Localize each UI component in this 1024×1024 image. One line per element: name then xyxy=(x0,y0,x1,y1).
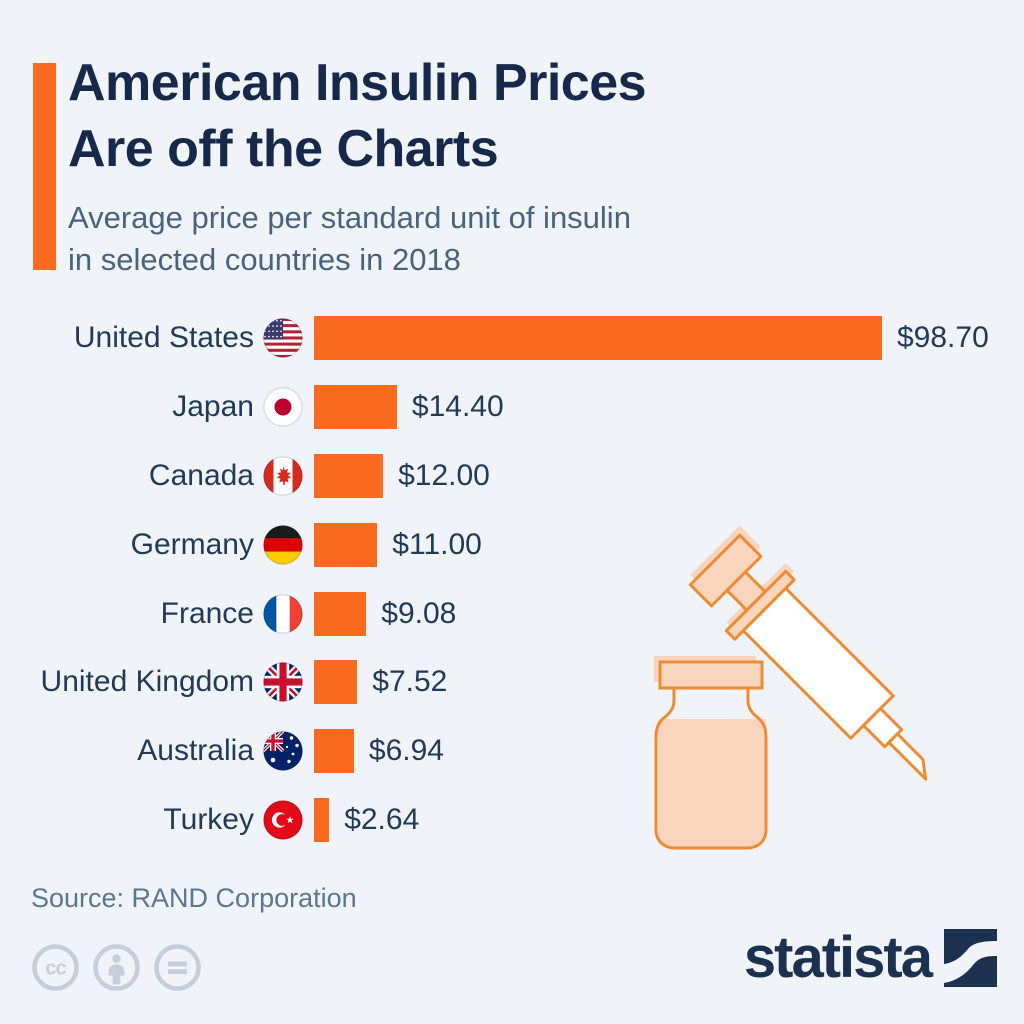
no-derivatives-icon xyxy=(154,944,201,991)
country-label: Australia xyxy=(137,734,254,768)
tr-flag-icon xyxy=(263,800,303,840)
price-bar xyxy=(314,316,882,361)
vial-icon xyxy=(654,656,768,850)
chart-row: Japan $14.40 xyxy=(0,373,1024,442)
title-accent-bar xyxy=(33,63,56,270)
price-bar xyxy=(314,591,367,636)
chart-row: France $9.08 xyxy=(0,579,1024,648)
chart-row: Canada $12.00 xyxy=(0,442,1024,511)
license-icons: cc xyxy=(31,943,202,992)
attribution-icon xyxy=(93,944,140,991)
source-note: Source: RAND Corporation xyxy=(31,883,357,913)
us-flag-icon xyxy=(263,318,303,359)
price-bar xyxy=(314,385,397,430)
price-bar xyxy=(314,660,358,705)
statista-brand: statista xyxy=(744,929,997,987)
au-flag-icon xyxy=(263,731,303,771)
chart-row: United Kingdom $7.52 xyxy=(0,648,1024,717)
gb-flag-icon xyxy=(263,662,303,703)
price-bar xyxy=(314,729,354,774)
price-value: $98.70 xyxy=(897,321,989,355)
price-value: $7.52 xyxy=(372,665,448,699)
country-label: United Kingdom xyxy=(40,665,254,699)
country-label: Germany xyxy=(130,527,254,561)
svg-text:cc: cc xyxy=(45,958,66,980)
price-value: $14.40 xyxy=(411,390,504,424)
country-label: France xyxy=(160,596,254,630)
price-value: $2.64 xyxy=(344,802,420,836)
subtitle-line-1: Average price per standard unit of insul… xyxy=(68,200,631,235)
price-bar xyxy=(314,453,384,498)
price-value: $12.00 xyxy=(398,458,490,492)
chart-row: Germany $11.00 xyxy=(0,510,1024,579)
insulin-illustration xyxy=(654,525,928,850)
fr-flag-icon xyxy=(263,593,303,634)
de-flag-icon xyxy=(263,525,303,565)
country-label: Canada xyxy=(148,458,254,492)
statista-wordmark: statista xyxy=(743,925,933,990)
ca-flag-icon xyxy=(263,456,303,496)
price-value: $6.94 xyxy=(368,734,444,768)
statista-logo-icon xyxy=(944,929,997,987)
syringe-icon xyxy=(688,525,928,781)
chart-row: Turkey $2.64 xyxy=(0,786,1024,855)
jp-flag-icon xyxy=(263,387,303,427)
cc-icon: cc xyxy=(32,944,79,991)
page-title: American Insulin Prices Are off the Char… xyxy=(68,50,647,182)
price-bar xyxy=(314,797,330,842)
title-line-2: Are off the Charts xyxy=(68,120,499,178)
page-subtitle: Average price per standard unit of insul… xyxy=(68,197,631,281)
chart-row: Australia $6.94 xyxy=(0,717,1024,786)
price-value: $11.00 xyxy=(392,527,482,561)
subtitle-line-2: in selected countries in 2018 xyxy=(68,242,461,277)
price-value: $9.08 xyxy=(381,596,457,630)
bar-chart: United States $98.70 Japan $14.40 Canada $… xyxy=(0,304,1024,854)
title-line-1: American Insulin Prices xyxy=(68,54,647,112)
country-label: Turkey xyxy=(163,802,254,836)
price-bar xyxy=(314,522,378,567)
country-label: United States xyxy=(73,321,254,355)
country-label: Japan xyxy=(172,390,254,424)
chart-row: United States $98.70 xyxy=(0,304,1024,373)
